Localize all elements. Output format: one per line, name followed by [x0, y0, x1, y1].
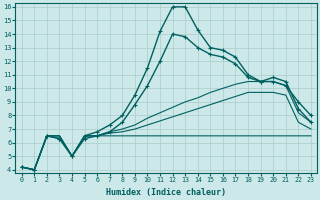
- X-axis label: Humidex (Indice chaleur): Humidex (Indice chaleur): [106, 188, 226, 197]
